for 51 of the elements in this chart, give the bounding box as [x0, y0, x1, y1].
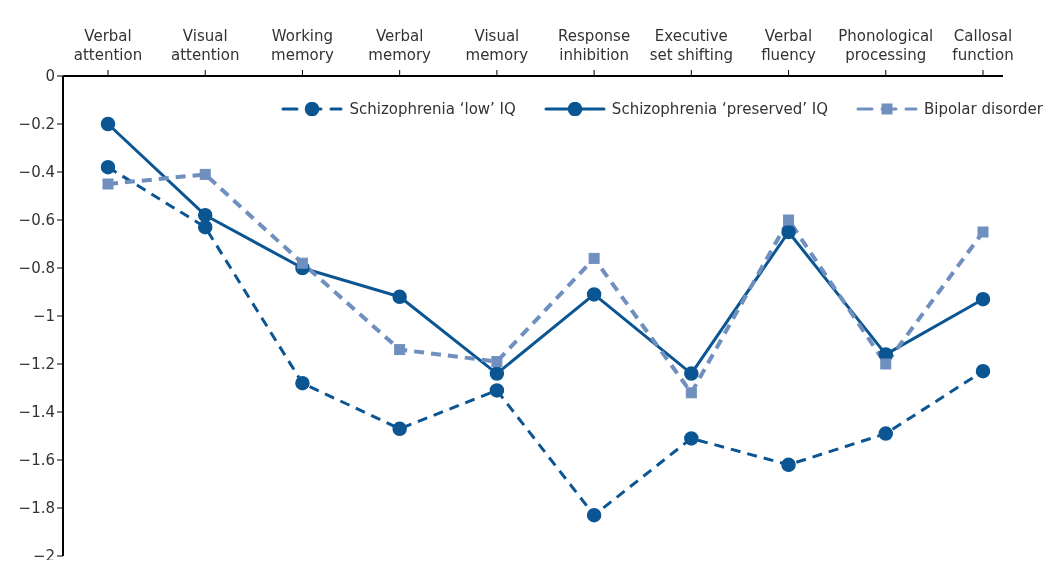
y-tick-label: −0.8 — [18, 259, 55, 278]
y-tick-label: −0.4 — [18, 163, 55, 182]
point — [102, 178, 114, 190]
y-tick-label: −0.2 — [18, 115, 55, 134]
x-tick-label: Verbal fluency — [761, 27, 817, 64]
point — [783, 214, 795, 226]
y-tick-label: −0.6 — [18, 211, 55, 230]
point — [878, 426, 894, 441]
y-tick-label: −1.4 — [18, 403, 55, 422]
x-tick-label: Visual memory — [465, 27, 529, 64]
x-tick-label: Executive set shifting — [649, 27, 733, 64]
point — [199, 168, 211, 180]
point — [489, 366, 505, 381]
point — [685, 387, 697, 399]
point — [977, 226, 989, 238]
y-tick-label: 0 — [45, 67, 55, 86]
legend-label: Schizophrenia ‘low’ IQ — [349, 100, 516, 118]
point — [392, 289, 407, 305]
point — [975, 291, 991, 307]
point — [296, 257, 308, 269]
legend-label: Schizophrenia ‘preserved’ IQ — [611, 100, 829, 118]
point — [491, 356, 503, 368]
point — [394, 344, 406, 356]
point — [781, 457, 796, 473]
point — [781, 224, 796, 240]
point — [684, 431, 699, 446]
x-tick-label: Visual attention — [171, 27, 240, 64]
point — [197, 207, 213, 223]
point — [489, 383, 505, 398]
point — [586, 507, 602, 523]
point — [880, 358, 892, 370]
point — [586, 287, 602, 302]
x-tick-label: Response inhibition — [558, 27, 631, 64]
y-tick-label: −1.2 — [18, 355, 55, 374]
y-tick-label: −1.6 — [18, 451, 55, 470]
y-tick-label: −1 — [32, 307, 55, 326]
x-tick-label: Working memory — [271, 27, 334, 64]
point — [684, 366, 699, 381]
point — [975, 363, 991, 379]
point — [392, 421, 407, 437]
point — [100, 159, 116, 175]
x-tick-label: Verbal attention — [73, 27, 143, 64]
point — [295, 375, 310, 391]
x-tick-label: Callosal function — [952, 27, 1014, 64]
point — [100, 116, 116, 132]
y-tick-label: −1.8 — [18, 499, 55, 518]
legend-label: Bipolar disorder — [924, 100, 1043, 118]
x-tick-label: Verbal memory — [368, 27, 432, 64]
point — [588, 252, 600, 264]
point — [197, 219, 213, 235]
x-tick-label: Phonological processing — [838, 27, 934, 64]
